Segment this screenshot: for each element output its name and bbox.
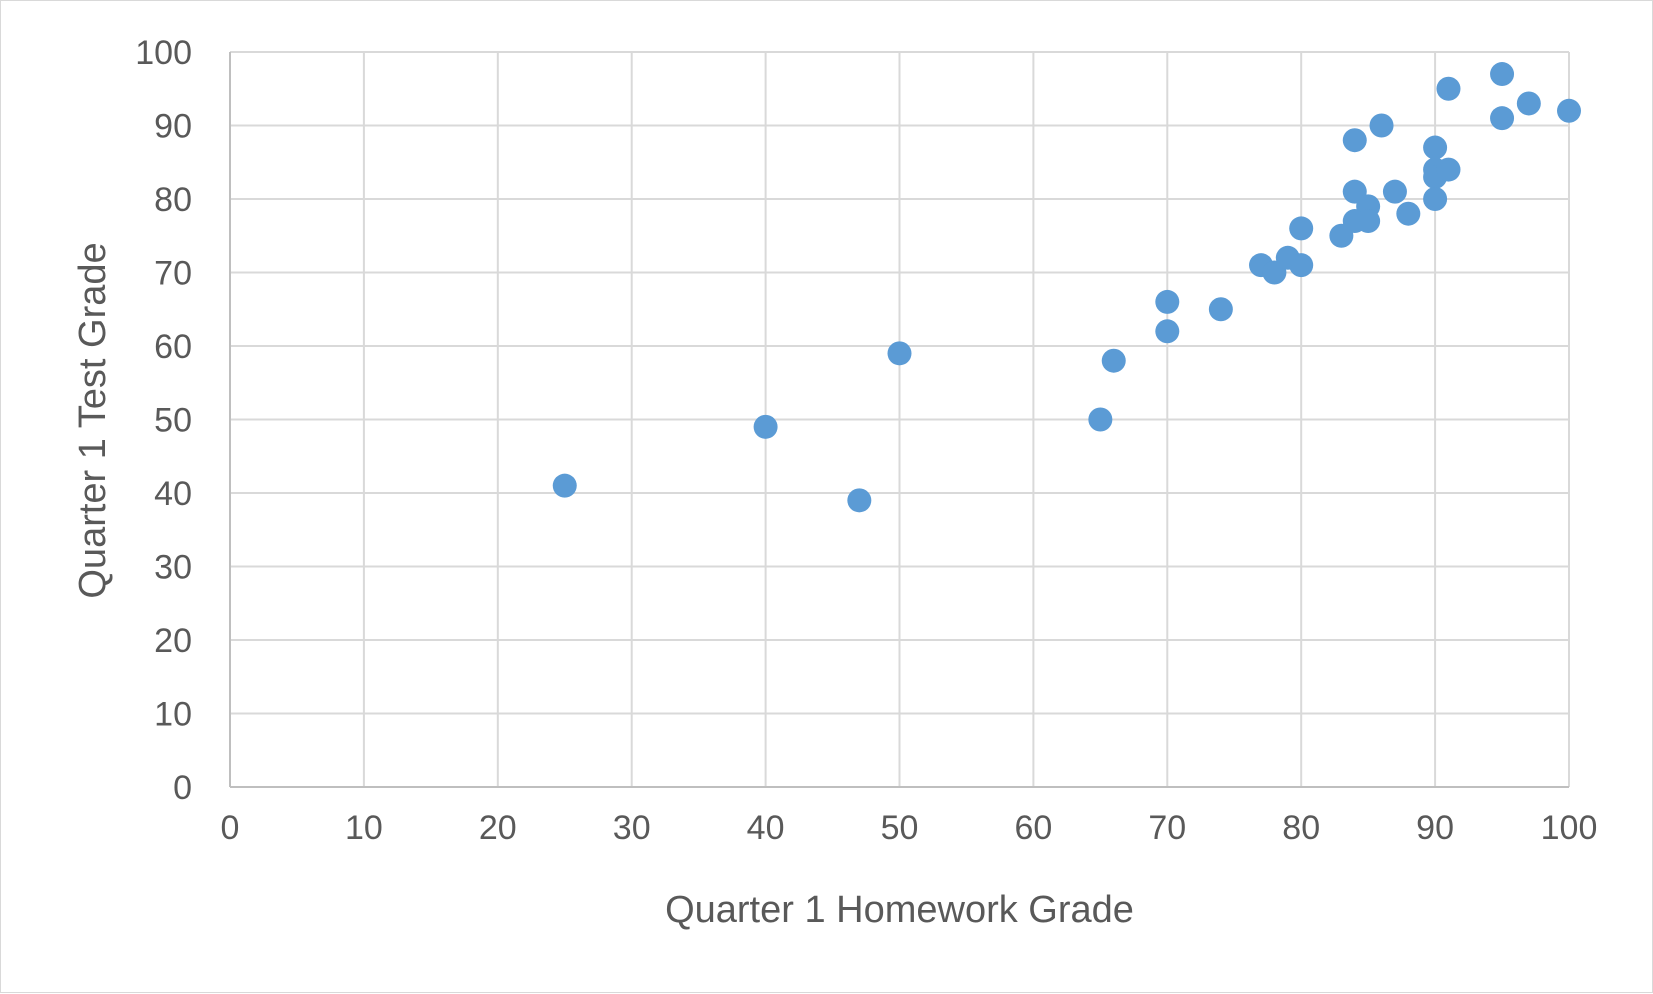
data-point — [552, 473, 577, 498]
y-tick-label: 50 — [154, 402, 192, 440]
y-tick-label: 100 — [135, 34, 192, 72]
x-tick-label: 10 — [345, 809, 383, 847]
data-point — [753, 414, 778, 439]
y-tick-label: 60 — [154, 328, 192, 366]
y-axis-title: Quarter 1 Test Grade — [72, 242, 114, 598]
data-point — [1490, 62, 1515, 87]
data-point — [1289, 216, 1314, 241]
y-tick-label: 0 — [173, 769, 192, 807]
data-points — [552, 62, 1581, 513]
x-tick-label: 90 — [1416, 809, 1454, 847]
x-tick-label: 80 — [1282, 809, 1320, 847]
data-point — [1356, 209, 1381, 234]
y-tick-label: 40 — [154, 475, 192, 513]
x-tick-label: 60 — [1014, 809, 1052, 847]
data-point — [1088, 407, 1113, 432]
data-point — [1396, 201, 1421, 226]
y-tick-label: 30 — [154, 549, 192, 587]
x-axis-title: Quarter 1 Homework Grade — [665, 889, 1134, 931]
tick-labels: 0 10 20 30 40 50 60 70 80 90 100 0 10 20 30 40 50 60 70 80 9… — [135, 34, 1597, 847]
y-tick-label: 10 — [154, 696, 192, 734]
data-point — [1557, 98, 1581, 123]
data-point — [1155, 289, 1180, 314]
data-point — [1490, 106, 1515, 131]
data-point — [1155, 319, 1180, 344]
x-tick-label: 0 — [221, 809, 240, 847]
x-tick-label: 20 — [479, 809, 517, 847]
y-tick-label: 70 — [154, 255, 192, 293]
data-point — [1423, 135, 1448, 160]
y-tick-label: 90 — [154, 108, 192, 146]
data-point — [1382, 179, 1407, 204]
x-tick-label: 100 — [1541, 809, 1598, 847]
data-point — [1289, 253, 1314, 278]
data-point — [1436, 157, 1461, 182]
data-point — [1342, 128, 1367, 153]
data-point — [847, 488, 872, 513]
data-point — [1101, 348, 1126, 373]
data-point — [1436, 76, 1461, 101]
axes — [229, 52, 1569, 788]
y-tick-label: 80 — [154, 181, 192, 219]
x-tick-label: 50 — [881, 809, 919, 847]
data-point — [1423, 187, 1448, 211]
x-tick-label: 40 — [747, 809, 785, 847]
data-point — [1516, 91, 1541, 116]
data-point — [887, 341, 912, 366]
x-tick-label: 70 — [1148, 809, 1186, 847]
gridlines — [230, 51, 1570, 787]
x-tick-label: 30 — [613, 809, 651, 847]
y-tick-label: 20 — [154, 622, 192, 660]
data-point — [1208, 297, 1233, 322]
data-point — [1369, 113, 1394, 138]
